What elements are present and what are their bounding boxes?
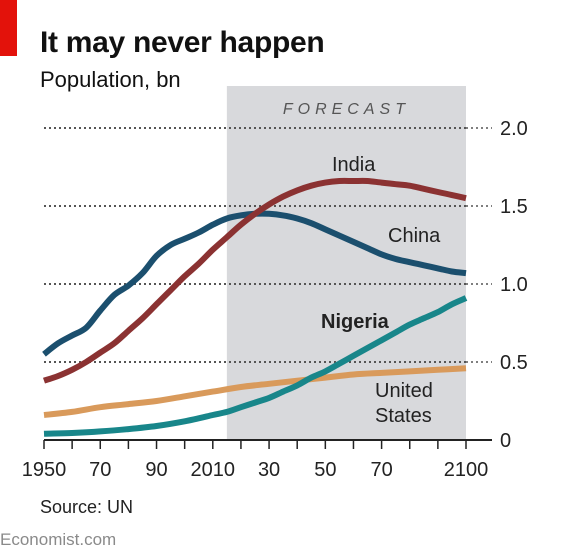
series-label-united-states: States xyxy=(375,405,432,427)
x-tick-label: 50 xyxy=(314,459,336,481)
brand-credit: Economist.com xyxy=(0,530,117,549)
series-label-china: China xyxy=(388,225,441,247)
chart-title: It may never happen xyxy=(40,26,325,59)
y-tick-label: 1.0 xyxy=(500,274,528,296)
x-tick-label: 30 xyxy=(258,459,280,481)
x-tick-label: 1950 xyxy=(22,459,67,481)
x-tick-label: 2010 xyxy=(191,459,236,481)
forecast-label: FORECAST xyxy=(283,101,410,118)
series-lines-layer xyxy=(42,177,468,437)
source-note: Source: UN xyxy=(40,497,134,517)
gridlines-layer: 0 0.5 1.0 1.5 2.0 xyxy=(44,118,528,452)
series-label-united-states: United xyxy=(375,380,433,402)
brand-red-tab xyxy=(0,0,17,56)
series-label-india: India xyxy=(332,154,376,176)
series-line-united-states xyxy=(43,365,467,418)
x-tick-label: 2100 xyxy=(444,459,489,481)
chart-subtitle: Population, bn xyxy=(40,67,181,92)
axis-layer: 1950 70 90 2010 30 50 70 2100 xyxy=(22,439,492,481)
y-tick-label: 0 xyxy=(500,430,511,452)
series-label-nigeria: Nigeria xyxy=(321,311,390,333)
x-tick-label: 70 xyxy=(89,459,111,481)
y-tick-label: 1.5 xyxy=(500,196,528,218)
series-labels-layer: India China Nigeria United States xyxy=(321,154,441,427)
series-line-nigeria xyxy=(43,295,468,437)
y-tick-label: 0.5 xyxy=(500,352,528,374)
x-tick-label: 70 xyxy=(370,459,392,481)
series-line-india xyxy=(43,177,467,384)
y-tick-label: 2.0 xyxy=(500,118,528,140)
x-tick-label: 90 xyxy=(145,459,167,481)
